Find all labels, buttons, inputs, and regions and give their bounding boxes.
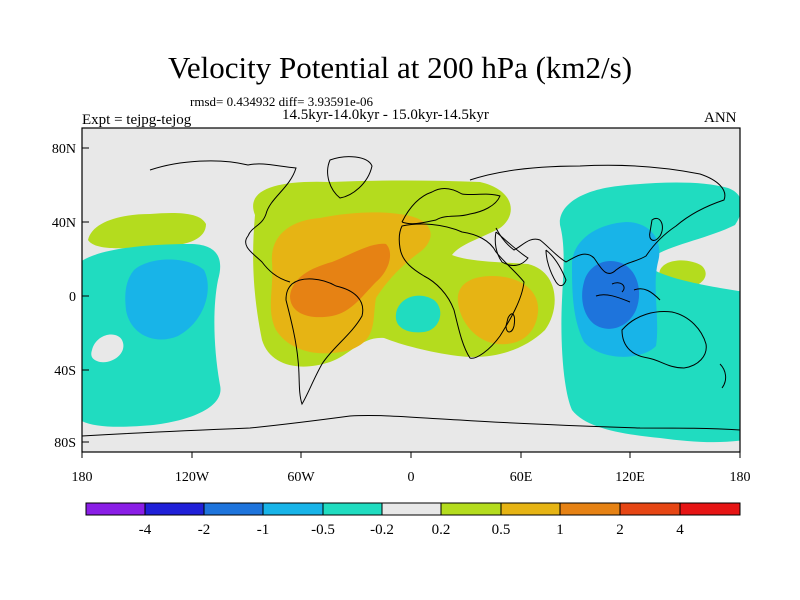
positive-region-north-pacific xyxy=(88,213,206,249)
lon-label: 60E xyxy=(510,470,533,485)
coastline-india xyxy=(545,249,567,287)
colorbar-label: -2 xyxy=(198,522,211,538)
colorbar-label: 0.2 xyxy=(432,522,451,538)
coastline-arabia xyxy=(494,231,529,266)
colorbar-outline xyxy=(85,502,741,516)
moderate-positive-region-africa xyxy=(457,276,539,345)
lon-label: 60W xyxy=(287,470,315,485)
colorbar-box xyxy=(86,503,145,515)
lon-label: 0 xyxy=(408,470,415,485)
coastline-new-zealand xyxy=(719,363,727,389)
colorbar-box xyxy=(620,503,680,515)
coastline-europe xyxy=(401,187,501,225)
colorbar-label: -4 xyxy=(139,522,152,538)
coastline-africa xyxy=(398,223,525,359)
colorbar-box xyxy=(382,503,441,515)
lon-label: 120W xyxy=(175,470,210,485)
colorbar-box xyxy=(323,503,382,515)
lat-label: 80N xyxy=(52,142,76,157)
lon-label: 120E xyxy=(615,470,645,485)
colorbar: -4 -2 -1 -0.5 -0.2 0.2 0.5 1 2 4 xyxy=(85,502,741,538)
colorbar-box xyxy=(441,503,501,515)
colorbar-label: -0.5 xyxy=(311,522,335,538)
colorbar-label: 4 xyxy=(676,522,684,538)
strong-positive-region-south-america xyxy=(290,243,391,318)
coastline-asia xyxy=(469,164,726,274)
period-line: 14.5kyr-14.0kyr - 15.0kyr-14.5kyr xyxy=(282,107,489,123)
lon-axis: 180 120W 60W 0 60E 120E 180 xyxy=(72,452,751,485)
colorbar-box xyxy=(560,503,620,515)
colorbar-label: 1 xyxy=(556,522,564,538)
coastline-japan xyxy=(649,218,663,241)
lat-label: 80S xyxy=(54,436,76,451)
experiment-label: Expt = tejpg-tejog xyxy=(82,112,192,128)
coastline-north-america xyxy=(149,160,297,283)
negative-region-south-atlantic xyxy=(395,295,441,333)
lat-label: 40N xyxy=(52,216,76,231)
lat-label: 0 xyxy=(69,290,76,305)
colorbar-box xyxy=(501,503,560,515)
colorbar-label: -0.2 xyxy=(370,522,394,538)
moderate-negative-region-pacific xyxy=(125,259,208,340)
season-label: ANN xyxy=(704,110,737,126)
stats-line: rmsd= 0.434932 diff= 3.93591e-06 xyxy=(190,94,374,109)
colorbar-box xyxy=(204,503,263,515)
colorbar-dividers xyxy=(85,502,741,516)
coastline-indonesia xyxy=(595,282,661,303)
strong-negative-region-indonesia xyxy=(582,260,640,329)
lon-label: 180 xyxy=(72,470,93,485)
coastline-greenland xyxy=(327,156,373,199)
coastline-madagascar xyxy=(505,313,515,333)
coastline-australia xyxy=(621,311,707,369)
contour-fields xyxy=(82,156,740,443)
coastlines xyxy=(82,156,740,437)
lat-label: 40S xyxy=(54,364,76,379)
coastline-antarctica xyxy=(82,414,740,437)
colorbar-box xyxy=(145,503,204,515)
colorbar-box xyxy=(680,503,740,515)
colorbar-box xyxy=(263,503,323,515)
lat-axis: 80N 40N 0 40S 80S xyxy=(52,142,89,451)
plot-title: Velocity Potential at 200 hPa (km2/s) xyxy=(167,50,633,85)
colorbar-label: 2 xyxy=(616,522,624,538)
coastline-south-america xyxy=(285,278,364,406)
colorbar-label: -1 xyxy=(257,522,270,538)
colorbar-label: 0.5 xyxy=(492,522,511,538)
neutral-region-east-pacific xyxy=(91,334,124,363)
lon-label: 180 xyxy=(730,470,751,485)
